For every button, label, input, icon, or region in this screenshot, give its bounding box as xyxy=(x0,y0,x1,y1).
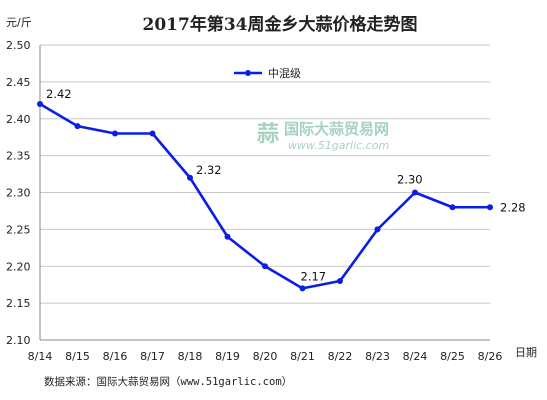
x-tick-label: 8/26 xyxy=(478,350,503,363)
data-label: 2.28 xyxy=(500,200,526,214)
x-tick-label: 8/15 xyxy=(65,350,90,363)
x-tick-label: 8/21 xyxy=(290,350,315,363)
data-point xyxy=(449,204,456,211)
data-point xyxy=(487,204,493,211)
x-tick-label: 8/18 xyxy=(178,350,203,363)
watermark: 蒜 国际大蒜贸易网 www.51garlic.com xyxy=(257,120,389,152)
watermark-url: www.51garlic.com xyxy=(288,139,389,152)
series-points xyxy=(37,101,493,292)
x-tick-label: 8/23 xyxy=(365,350,390,363)
y-tick-labels: 2.10 2.15 2.20 2.25 2.30 2.35 2.40 2.45 2.50 xyxy=(6,39,31,347)
x-tick-label: 8/22 xyxy=(328,350,353,363)
data-point xyxy=(299,285,306,292)
data-point xyxy=(112,130,118,137)
x-tick-label: 8/14 xyxy=(28,350,53,363)
x-axis-label: 日期 xyxy=(515,346,537,359)
data-label: 2.42 xyxy=(46,87,72,101)
y-axis-unit: 元/斤 xyxy=(6,16,32,29)
data-labels: 2.42 2.32 2.17 2.30 2.28 xyxy=(46,87,526,283)
legend-marker xyxy=(245,70,251,76)
data-point xyxy=(187,174,193,181)
legend-label: 中混级 xyxy=(268,67,301,80)
x-tick-label: 8/20 xyxy=(253,350,278,363)
source-note: 数据来源：国际大蒜贸易网（www.51garlic.com） xyxy=(44,375,292,388)
x-tick-label: 8/25 xyxy=(440,350,465,363)
watermark-logo-icon: 蒜 xyxy=(257,122,279,147)
y-tick-label: 2.30 xyxy=(6,187,31,200)
y-tick-label: 2.20 xyxy=(6,260,31,273)
x-tick-labels: 8/14 8/15 8/16 8/17 8/18 8/19 8/20 8/21 8/22 8/23… xyxy=(28,350,503,363)
y-tick-label: 2.40 xyxy=(6,113,31,126)
x-tick-label: 8/19 xyxy=(215,350,240,363)
data-point xyxy=(74,123,81,130)
legend: 中混级 xyxy=(234,67,301,80)
chart-title: 2017年第34周金乡大蒜价格走势图 xyxy=(143,14,418,35)
x-tick-label: 8/24 xyxy=(403,350,428,363)
y-tick-label: 2.45 xyxy=(6,76,31,89)
data-point xyxy=(224,233,231,240)
watermark-text: 国际大蒜贸易网 xyxy=(284,120,389,138)
y-tick-label: 2.50 xyxy=(6,39,31,52)
data-point xyxy=(374,226,381,233)
y-tick-label: 2.25 xyxy=(6,223,31,236)
data-point xyxy=(412,189,418,196)
data-label: 2.17 xyxy=(301,269,327,283)
y-tick-label: 2.15 xyxy=(6,297,31,310)
data-point xyxy=(337,278,343,284)
x-tick-label: 8/17 xyxy=(140,350,165,363)
y-tick-label: 2.35 xyxy=(6,150,31,163)
data-point xyxy=(262,263,268,270)
y-tick-label: 2.10 xyxy=(6,334,31,347)
x-tick-label: 8/16 xyxy=(103,350,128,363)
grid-lines xyxy=(39,44,490,341)
data-label: 2.30 xyxy=(397,173,423,187)
data-label: 2.32 xyxy=(196,163,222,177)
data-point xyxy=(37,101,43,107)
data-point xyxy=(149,130,156,137)
